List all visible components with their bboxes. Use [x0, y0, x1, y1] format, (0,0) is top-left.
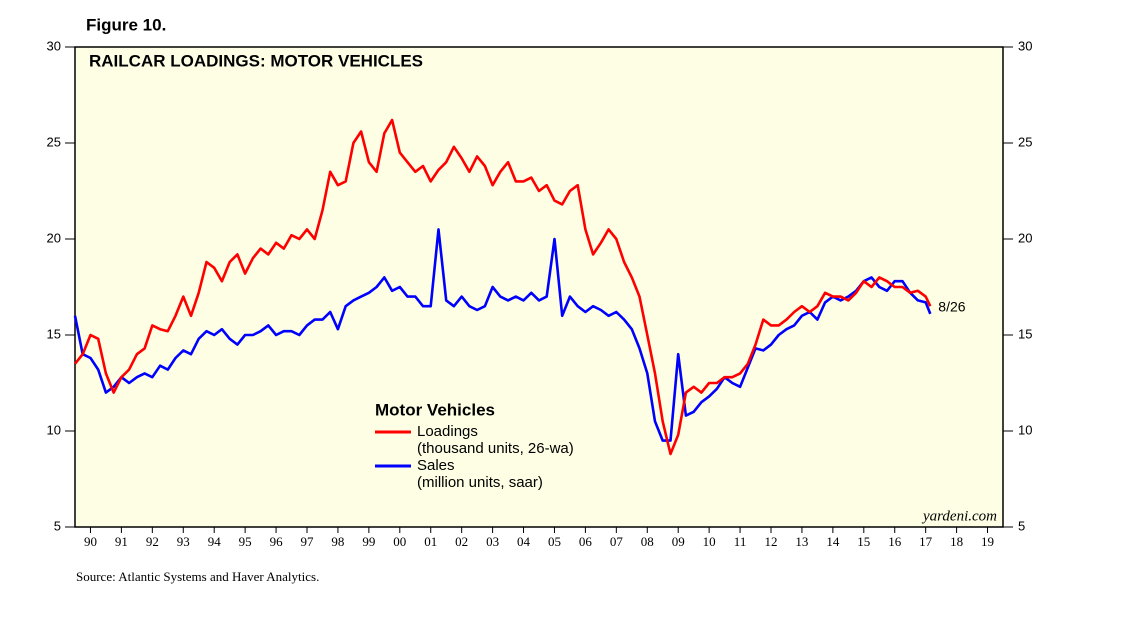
- x-tick-label: 01: [424, 534, 437, 549]
- x-tick-label: 11: [734, 534, 747, 549]
- x-tick-label: 07: [610, 534, 624, 549]
- plot-title: RAILCAR LOADINGS: MOTOR VEHICLES: [89, 51, 423, 70]
- figure-label: Figure 10.: [86, 15, 166, 34]
- legend-title: Motor Vehicles: [375, 400, 495, 419]
- x-tick-label: 92: [146, 534, 159, 549]
- x-tick-label: 10: [703, 534, 716, 549]
- y-tick-label: 30: [47, 38, 61, 53]
- x-tick-label: 16: [888, 534, 902, 549]
- x-tick-label: 97: [301, 534, 315, 549]
- x-tick-label: 00: [393, 534, 406, 549]
- y2-tick-label: 25: [1018, 134, 1032, 149]
- y2-tick-label: 5: [1018, 518, 1025, 533]
- x-tick-label: 90: [84, 534, 97, 549]
- x-tick-label: 98: [331, 534, 344, 549]
- watermark: yardeni.com: [921, 508, 997, 524]
- y2-tick-label: 20: [1018, 230, 1032, 245]
- y-tick-label: 25: [47, 134, 61, 149]
- x-tick-label: 14: [826, 534, 840, 549]
- plot-area: [74, 46, 1004, 528]
- y2-tick-label: 15: [1018, 326, 1032, 341]
- legend-label: Sales: [417, 457, 455, 474]
- y-tick-label: 20: [47, 230, 61, 245]
- series-line: [73, 228, 932, 442]
- x-tick-label: 04: [517, 534, 531, 549]
- x-tick-label: 17: [919, 534, 933, 549]
- x-tick-label: 91: [115, 534, 128, 549]
- x-tick-label: 99: [362, 534, 375, 549]
- x-tick-label: 12: [765, 534, 778, 549]
- x-tick-label: 09: [672, 534, 685, 549]
- x-tick-label: 94: [208, 534, 222, 549]
- legend-unit: (thousand units, 26-wa): [417, 440, 574, 457]
- x-tick-label: 13: [795, 534, 808, 549]
- y-tick-label: 15: [47, 326, 61, 341]
- series-line: [73, 118, 932, 456]
- legend-label: Loadings: [417, 423, 478, 440]
- date-annotation: 8/26: [938, 299, 965, 315]
- x-tick-label: 08: [641, 534, 654, 549]
- x-tick-label: 05: [548, 534, 561, 549]
- x-tick-label: 96: [270, 534, 284, 549]
- x-tick-label: 15: [857, 534, 870, 549]
- x-tick-label: 03: [486, 534, 499, 549]
- x-tick-label: 93: [177, 534, 190, 549]
- x-tick-label: 95: [239, 534, 252, 549]
- y2-tick-label: 30: [1018, 38, 1032, 53]
- y2-tick-label: 10: [1018, 422, 1032, 437]
- legend-unit: (million units, saar): [417, 474, 543, 491]
- y-tick-label: 5: [54, 518, 61, 533]
- source: Source: Atlantic Systems and Haver Analy…: [76, 569, 319, 584]
- x-tick-label: 19: [981, 534, 994, 549]
- x-tick-label: 02: [455, 534, 468, 549]
- x-tick-label: 18: [950, 534, 963, 549]
- x-tick-label: 06: [579, 534, 593, 549]
- y-tick-label: 10: [47, 422, 61, 437]
